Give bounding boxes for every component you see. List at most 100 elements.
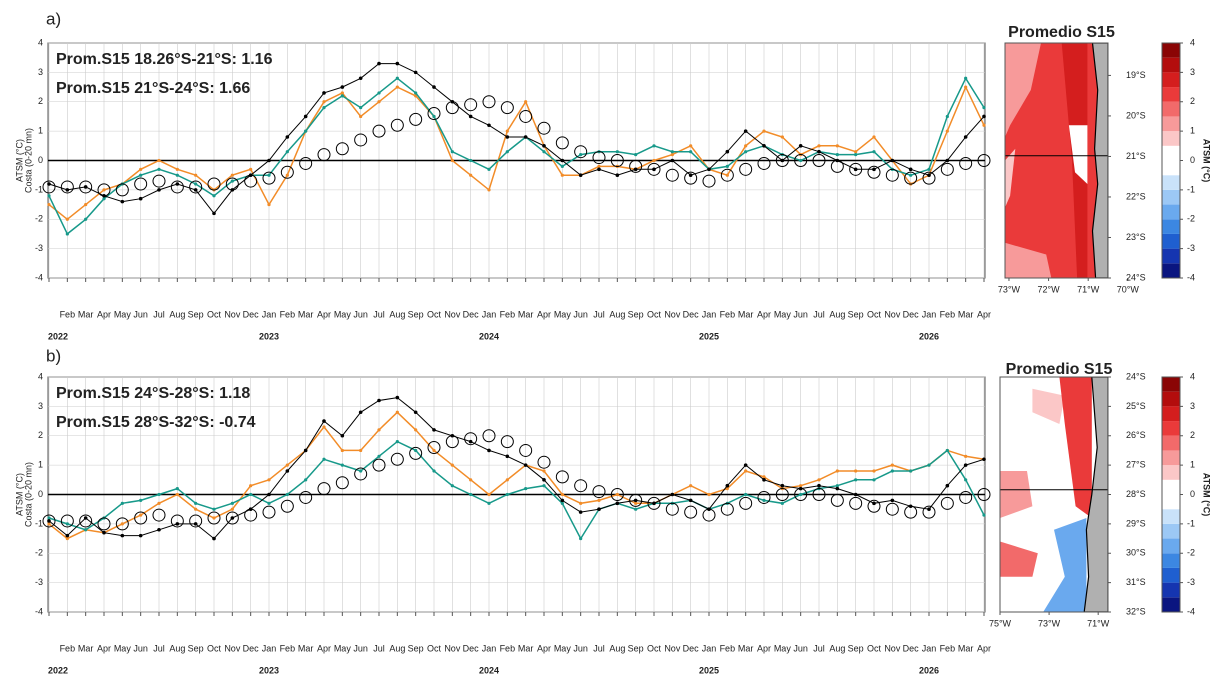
point	[359, 106, 363, 110]
point	[615, 150, 619, 154]
y-tick-label: 24°S	[1126, 371, 1146, 381]
point	[872, 150, 876, 154]
point	[890, 158, 895, 163]
annotation: Prom.S15 21°S-24°S: 1.66	[56, 80, 250, 97]
y-axis-label: Costa (0-20 mn)	[23, 462, 33, 527]
point	[267, 501, 271, 505]
point	[102, 530, 106, 535]
x-tick-label: Apr	[537, 643, 551, 653]
x-tick-label: Dec	[463, 309, 480, 319]
point	[340, 94, 344, 98]
colorbar-tick-label: -4	[1187, 606, 1195, 616]
y-tick-label: 21°S	[1126, 151, 1146, 161]
circle-marker	[225, 511, 239, 525]
point	[194, 182, 198, 186]
circle-marker	[97, 183, 111, 197]
point	[249, 492, 253, 497]
circle-marker	[427, 441, 441, 454]
point	[505, 454, 510, 459]
point	[798, 144, 803, 148]
point	[469, 492, 473, 497]
x-tick-label: Feb	[60, 643, 76, 653]
point	[523, 135, 528, 139]
circle-marker	[500, 435, 514, 449]
circle-marker	[519, 443, 533, 457]
point	[560, 492, 564, 497]
point	[744, 492, 748, 497]
map-shading	[1000, 471, 1033, 518]
circle-marker	[445, 435, 459, 449]
x-tick-label: Jun	[573, 643, 588, 653]
x-tick-label: Sep	[408, 309, 424, 319]
point	[799, 484, 803, 488]
point	[780, 483, 785, 488]
point	[285, 492, 289, 497]
point	[285, 463, 289, 467]
colorbar-band	[1162, 553, 1180, 568]
point	[468, 439, 473, 444]
point	[670, 158, 675, 163]
x-tick-label: Sep	[188, 309, 204, 319]
x-tick-label: May	[774, 643, 792, 653]
colorbar-band	[1162, 101, 1180, 117]
x-tick-label: Nov	[884, 643, 901, 653]
x-tick-label: Dec	[683, 643, 700, 653]
point	[432, 114, 436, 119]
point	[597, 164, 601, 168]
x-tick-label: Oct	[867, 309, 882, 319]
point	[139, 513, 143, 517]
point	[395, 76, 399, 80]
x-tick-label: Sep	[628, 309, 644, 319]
point	[102, 197, 106, 201]
point	[982, 457, 986, 462]
point	[487, 188, 491, 192]
x-tick-label: Feb	[720, 309, 736, 319]
y-tick-label: 0	[38, 155, 43, 165]
point	[560, 164, 564, 168]
point	[359, 114, 363, 119]
point	[927, 507, 931, 511]
x-tick-label: Jun	[793, 643, 808, 653]
point	[138, 196, 143, 201]
point	[487, 448, 491, 453]
circle-marker	[647, 496, 661, 510]
y-tick-label: -3	[35, 577, 43, 587]
circle-marker	[904, 171, 918, 185]
point	[102, 188, 106, 192]
y-tick-label: 23°S	[1126, 232, 1146, 242]
y-tick-label: -2	[35, 548, 43, 558]
point	[487, 501, 491, 505]
x-tick-label: 70°W	[1117, 284, 1140, 294]
circle-marker	[299, 490, 313, 504]
circle-marker	[904, 505, 918, 519]
circle-marker	[189, 514, 203, 528]
point	[47, 516, 51, 520]
circle-marker	[702, 508, 716, 522]
circle-marker	[592, 485, 606, 499]
circle-marker	[354, 467, 368, 481]
colorbar-band	[1162, 263, 1180, 278]
point	[854, 469, 858, 473]
circle-marker	[152, 174, 166, 188]
circle-marker	[629, 493, 643, 507]
circle-marker	[225, 177, 239, 191]
point	[322, 425, 326, 429]
x-tick-label: 72°W	[1038, 284, 1061, 294]
point	[175, 173, 179, 177]
x-tick-label: Nov	[224, 643, 241, 653]
x-tick-label: Jan	[262, 643, 277, 653]
circle-marker	[372, 124, 386, 138]
x-tick-label: Jun	[133, 643, 148, 653]
year-label: 2025	[699, 665, 719, 675]
circle-marker	[794, 154, 808, 167]
point	[597, 498, 601, 502]
point	[964, 85, 968, 89]
x-tick-label: Nov	[664, 309, 681, 319]
point	[120, 533, 125, 538]
point	[285, 469, 290, 473]
map-shading	[1059, 377, 1092, 518]
x-tick-label: Oct	[427, 643, 442, 653]
circle-marker	[262, 505, 276, 519]
point	[413, 410, 418, 415]
circle-marker	[207, 177, 221, 191]
